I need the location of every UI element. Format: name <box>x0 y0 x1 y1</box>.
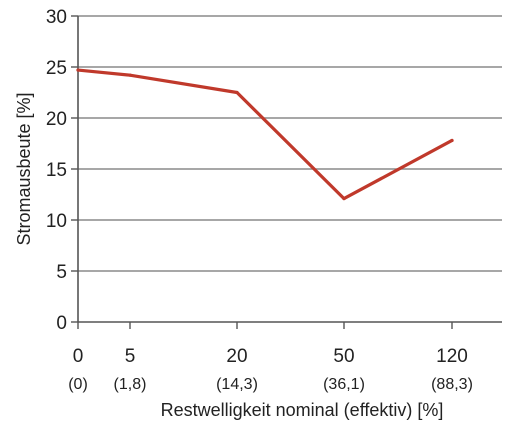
y-tick-labels: 0 5 10 15 20 25 30 <box>46 7 67 334</box>
y-tick-label-15: 15 <box>46 160 67 181</box>
y-tick-label-30: 30 <box>46 7 67 28</box>
y-tick-label-0: 0 <box>56 313 67 334</box>
data-point-50 <box>342 196 346 201</box>
x-tick-sublabel-120: (88,3) <box>431 376 473 393</box>
x-axis-title: Restwelligkeit nominal (effektiv) [%] <box>161 400 444 420</box>
x-tick-label-0: 0 <box>73 346 84 367</box>
data-point-20 <box>235 90 239 95</box>
data-point-5 <box>128 73 132 77</box>
x-tick-sublabel-20: (14,3) <box>216 376 258 393</box>
y-tick-label-5: 5 <box>56 262 67 283</box>
y-tick-label-20: 20 <box>46 109 67 130</box>
y-tick-label-10: 10 <box>46 211 67 232</box>
x-tick-label-120: 120 <box>436 346 468 367</box>
x-tick-label-5: 5 <box>125 346 136 367</box>
x-tick-sublabel-5: (1,8) <box>114 376 147 393</box>
grid-lines <box>78 15 502 272</box>
data-point-0 <box>76 68 80 72</box>
series-line-0 <box>76 68 454 201</box>
x-tick-sublabel-0: (0) <box>68 376 88 393</box>
tick-marks <box>71 15 453 329</box>
y-axis-title: Stromausbeute [%] <box>14 92 34 245</box>
x-tick-sublabel-50: (36,1) <box>323 376 365 393</box>
data-point-120 <box>450 138 454 143</box>
x-tick-label-20: 20 <box>226 346 247 367</box>
x-tick-label-50: 50 <box>333 346 354 367</box>
x-tick-labels: 0 (0) 5 (1,8) 20 (14,3) 50 (36,1) 120 (88,3) <box>68 346 473 393</box>
y-tick-label-25: 25 <box>46 58 67 79</box>
series-layer <box>76 68 454 201</box>
